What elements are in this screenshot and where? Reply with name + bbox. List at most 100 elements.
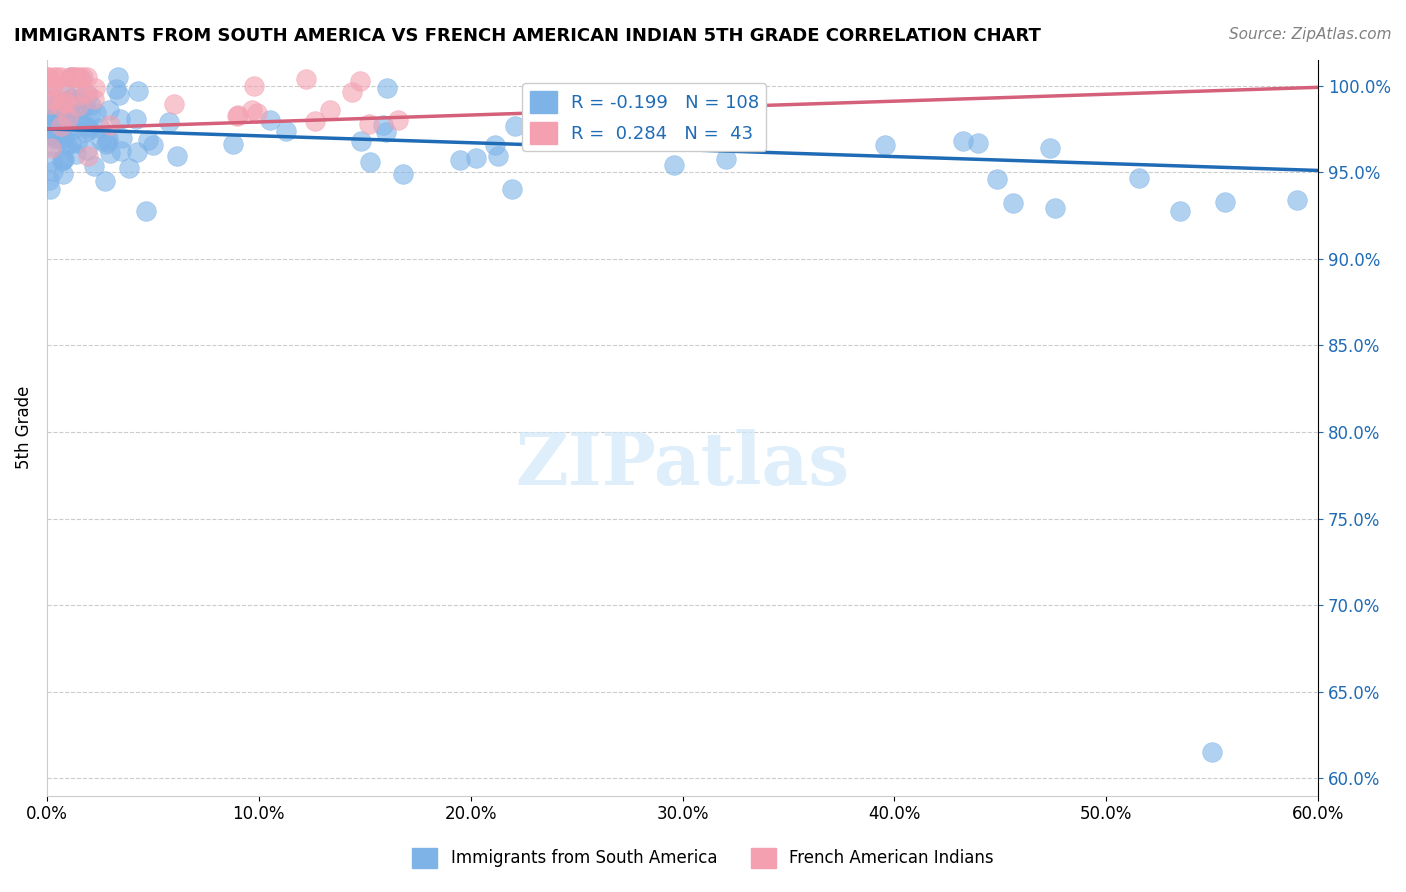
Point: [96, 137, 118, 152]
Legend: Immigrants from South America, French American Indians: Immigrants from South America, French Am…: [406, 841, 1000, 875]
Point: [52, 152, 75, 166]
Point: [375, 80, 398, 95]
Point: [1043, 201, 1066, 215]
Point: [69, 72, 91, 87]
Point: [83, 159, 105, 173]
Point: [38, 115, 60, 129]
Point: [1286, 194, 1309, 208]
Point: [45, 129, 67, 144]
Point: [75, 120, 97, 134]
Point: [51, 112, 73, 127]
Point: [1215, 194, 1237, 209]
Point: [51, 70, 73, 84]
Point: [501, 181, 523, 195]
Point: [72, 70, 94, 84]
Point: [39, 93, 62, 107]
Point: [873, 138, 896, 153]
Point: [371, 118, 394, 132]
Point: [55, 95, 77, 110]
Point: [84, 106, 107, 120]
Point: [62, 121, 84, 136]
Point: [42, 70, 65, 84]
Point: [449, 153, 471, 167]
Point: [53, 94, 76, 108]
Point: [46, 70, 69, 84]
Point: [67, 92, 90, 106]
Point: [259, 113, 281, 128]
Point: [51, 119, 73, 133]
Point: [52, 167, 75, 181]
Point: [75, 99, 97, 113]
Point: [48, 108, 70, 122]
Point: [51, 84, 73, 98]
Point: [77, 149, 100, 163]
Point: [1201, 746, 1223, 760]
Point: [55, 105, 77, 120]
Point: [1168, 204, 1191, 219]
Point: [1128, 171, 1150, 186]
Point: [73, 125, 96, 139]
Point: [319, 103, 342, 117]
Point: [51, 131, 73, 145]
Point: [243, 79, 266, 94]
Point: [952, 134, 974, 148]
Point: [294, 71, 316, 86]
Point: [56, 114, 79, 128]
Point: [51, 114, 73, 128]
Point: [488, 148, 510, 162]
Point: [52, 131, 75, 145]
Point: [39, 138, 62, 153]
Point: [46, 110, 69, 124]
Point: [166, 149, 188, 163]
Point: [59, 107, 82, 121]
Point: [76, 70, 98, 84]
Point: [986, 171, 1008, 186]
Point: [65, 147, 87, 161]
Point: [38, 97, 60, 112]
Point: [340, 86, 363, 100]
Point: [96, 135, 118, 149]
Point: [38, 173, 60, 187]
Point: [39, 100, 62, 114]
Point: [44, 130, 66, 145]
Point: [53, 124, 76, 138]
Point: [157, 115, 180, 129]
Point: [127, 84, 149, 98]
Point: [67, 98, 90, 112]
Point: [56, 111, 79, 125]
Point: [39, 182, 62, 196]
Point: [98, 103, 121, 118]
Point: [359, 155, 381, 169]
Point: [1039, 141, 1062, 155]
Point: [84, 81, 107, 95]
Point: [59, 136, 82, 151]
Point: [94, 174, 117, 188]
Point: [83, 92, 105, 106]
Text: IMMIGRANTS FROM SOUTH AMERICA VS FRENCH AMERICAN INDIAN 5TH GRADE CORRELATION CH: IMMIGRANTS FROM SOUTH AMERICA VS FRENCH …: [14, 27, 1040, 45]
Point: [41, 153, 63, 168]
Point: [387, 112, 409, 127]
Point: [136, 133, 159, 147]
Point: [66, 136, 89, 150]
Point: [51, 153, 73, 168]
Point: [38, 114, 60, 128]
Point: [69, 116, 91, 130]
Point: [45, 126, 67, 140]
Point: [967, 136, 990, 151]
Point: [66, 114, 89, 128]
Point: [98, 118, 121, 132]
Point: [53, 94, 76, 108]
Point: [484, 137, 506, 152]
Point: [98, 145, 121, 160]
Point: [505, 119, 527, 133]
Point: [1001, 195, 1024, 210]
Point: [105, 82, 128, 96]
Point: [67, 70, 90, 84]
Point: [38, 110, 60, 124]
Point: [391, 168, 413, 182]
Point: [75, 86, 97, 100]
Point: [55, 137, 77, 152]
Point: [108, 87, 131, 102]
Point: [135, 204, 157, 219]
Legend: R = -0.199   N = 108, R =  0.284   N =  43: R = -0.199 N = 108, R = 0.284 N = 43: [523, 83, 766, 151]
